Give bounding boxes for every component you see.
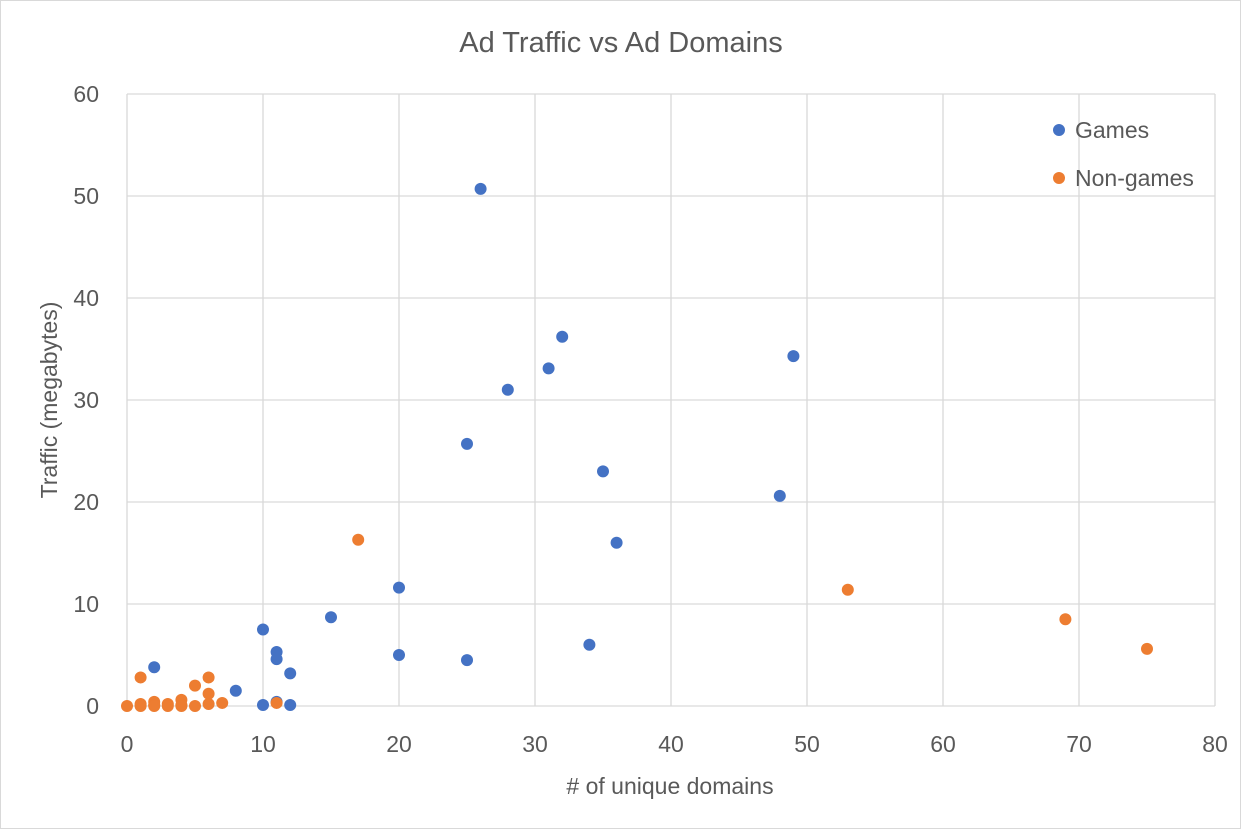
data-point (134, 671, 147, 684)
data-point (325, 611, 337, 624)
data-point (229, 684, 242, 697)
y-tick-label: 30 (73, 387, 99, 413)
x-tick-label: 60 (930, 731, 956, 757)
data-point (461, 437, 473, 450)
data-point (202, 671, 215, 684)
data-point (610, 536, 623, 549)
data-point (257, 698, 269, 711)
data-point (542, 362, 555, 375)
x-tick-label: 30 (522, 731, 548, 757)
x-tick-labels: 0 10 20 30 40 50 60 70 80 (121, 731, 1228, 757)
legend-label: Games (1075, 117, 1149, 143)
x-tick-label: 0 (121, 731, 134, 757)
data-point (393, 649, 405, 661)
y-tick-label: 10 (73, 591, 99, 617)
data-point (161, 700, 174, 712)
data-point (1059, 613, 1072, 626)
x-tick-label: 80 (1202, 731, 1228, 757)
x-tick-label: 50 (794, 731, 820, 757)
data-point (202, 697, 215, 710)
data-point (270, 653, 283, 666)
data-point (257, 623, 269, 636)
data-point (284, 667, 297, 680)
chart-title: Ad Traffic vs Ad Domains (459, 27, 782, 59)
x-tick-label: 70 (1066, 731, 1092, 757)
data-point (583, 638, 596, 651)
x-axis-label: # of unique domains (566, 773, 773, 799)
y-tick-labels: 0 10 20 30 40 50 60 (73, 81, 99, 719)
data-point (501, 383, 514, 396)
data-point (121, 700, 133, 712)
x-tick-label: 10 (250, 731, 276, 757)
data-point (284, 698, 297, 711)
data-point (134, 700, 147, 712)
y-axis-label: Traffic (megabytes) (36, 302, 62, 499)
legend-marker (1053, 124, 1065, 136)
y-tick-label: 40 (73, 285, 99, 311)
data-point (202, 687, 215, 700)
series-games (148, 182, 800, 711)
data-point (787, 350, 800, 363)
gridlines (126, 93, 1216, 707)
data-point (773, 489, 786, 502)
data-point (148, 700, 161, 712)
data-point (1141, 642, 1153, 655)
data-point (841, 583, 854, 596)
y-tick-label: 50 (73, 183, 99, 209)
data-point (352, 533, 365, 546)
data-point (597, 465, 609, 478)
data-point (216, 696, 229, 709)
data-point (474, 182, 487, 195)
data-point (175, 700, 188, 712)
x-tick-label: 20 (386, 731, 412, 757)
x-tick-label: 40 (658, 731, 684, 757)
y-tick-label: 20 (73, 489, 99, 515)
data-point (556, 330, 569, 343)
data-point (393, 581, 405, 594)
legend-marker (1053, 172, 1065, 184)
data-point (148, 661, 161, 674)
data-points (121, 182, 1153, 712)
legend-label: Non-games (1075, 165, 1194, 191)
series-non-games (121, 533, 1153, 712)
legend: Games Non-games (1053, 117, 1194, 191)
data-point (189, 700, 201, 712)
data-point (461, 654, 473, 667)
y-tick-label: 0 (86, 693, 99, 719)
data-point (189, 679, 201, 692)
data-point (270, 696, 283, 709)
y-tick-label: 60 (73, 81, 99, 107)
